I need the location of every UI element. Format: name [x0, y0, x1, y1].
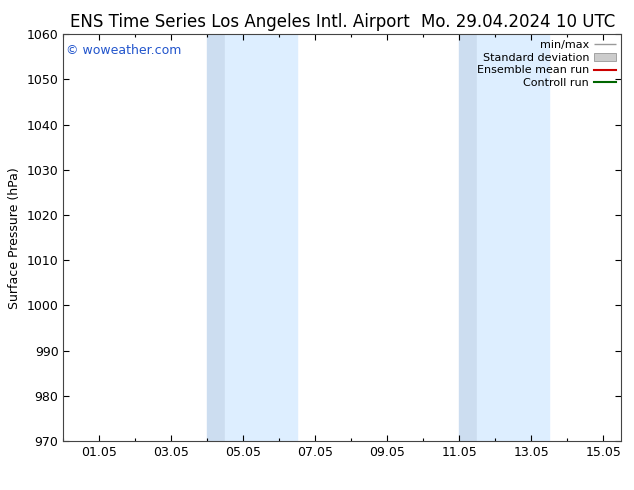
Bar	[207, 34, 225, 441]
Text: © woweather.com: © woweather.com	[66, 45, 181, 57]
Bar	[477, 34, 549, 441]
Text: Mo. 29.04.2024 10 UTC: Mo. 29.04.2024 10 UTC	[421, 13, 615, 31]
Bar	[460, 34, 477, 441]
Bar	[225, 34, 297, 441]
Legend: min/max, Standard deviation, Ensemble mean run, Controll run: min/max, Standard deviation, Ensemble me…	[475, 38, 618, 91]
Text: ENS Time Series Los Angeles Intl. Airport: ENS Time Series Los Angeles Intl. Airpor…	[70, 13, 410, 31]
Y-axis label: Surface Pressure (hPa): Surface Pressure (hPa)	[8, 167, 21, 309]
